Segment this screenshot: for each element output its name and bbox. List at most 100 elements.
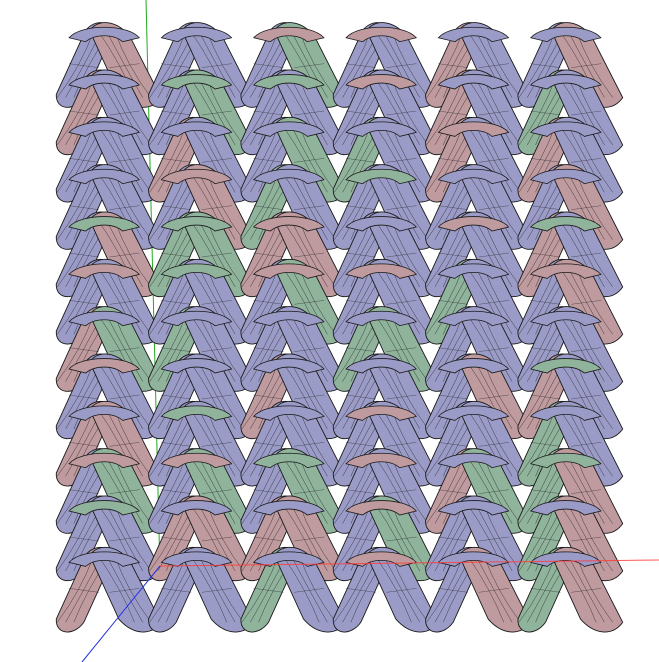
knit-stitch bbox=[425, 400, 531, 487]
stitch-loop bbox=[160, 168, 233, 185]
stitch-loop bbox=[68, 405, 140, 421]
stitch-loop bbox=[160, 74, 233, 90]
stitch-loop bbox=[160, 551, 233, 567]
stitch-loop bbox=[530, 500, 602, 516]
knit-stitch bbox=[148, 211, 254, 298]
stitch-loop bbox=[160, 358, 233, 374]
stitch-loop bbox=[253, 405, 325, 421]
stitch-loop bbox=[437, 121, 510, 137]
stitch-loop bbox=[345, 121, 417, 137]
knit-stitch bbox=[148, 116, 254, 203]
stitch-loop bbox=[68, 121, 140, 137]
stitch-loop bbox=[437, 26, 510, 43]
stitch-loop bbox=[437, 263, 510, 279]
stitch-loop bbox=[437, 168, 510, 185]
stitch-loop bbox=[530, 168, 602, 185]
stitch-loop bbox=[68, 500, 140, 516]
knit-stitch bbox=[148, 69, 254, 156]
stitch-loop bbox=[160, 500, 233, 516]
knit-stitch bbox=[332, 353, 439, 440]
stitch-loop bbox=[160, 263, 233, 279]
stitch-loop bbox=[345, 26, 417, 43]
xz-axis-lines bbox=[81, 559, 659, 662]
stitch-loop bbox=[253, 26, 325, 43]
knit-stitch bbox=[55, 448, 162, 534]
knit-stitch bbox=[55, 306, 162, 392]
z-axis bbox=[81, 565, 161, 662]
knit-stitch bbox=[517, 258, 624, 345]
knit-stitch bbox=[425, 69, 531, 156]
stitch-loop bbox=[530, 405, 602, 421]
knit-stitch bbox=[240, 116, 347, 203]
knit-stitch bbox=[55, 400, 162, 487]
stitch-loop bbox=[437, 216, 510, 232]
stitch-loop bbox=[437, 452, 510, 469]
knit-stitch bbox=[332, 306, 439, 392]
stitch-loop bbox=[253, 551, 325, 567]
stitch-loop bbox=[345, 500, 417, 516]
knit-stitch bbox=[332, 258, 439, 345]
knit-stitch bbox=[240, 353, 347, 440]
stitch-loop bbox=[530, 74, 602, 90]
stitch-loop bbox=[68, 74, 140, 90]
knit-stitch bbox=[425, 306, 531, 392]
stitch-loop bbox=[437, 310, 510, 327]
stitch-loop bbox=[530, 551, 602, 567]
stitch-loop bbox=[530, 358, 602, 374]
stitch-loop bbox=[68, 310, 140, 327]
knit-stitch bbox=[425, 495, 531, 582]
x-axis bbox=[159, 559, 659, 567]
stitch-loop bbox=[345, 263, 417, 279]
knit-stitch bbox=[517, 116, 624, 203]
stitch-loop bbox=[68, 216, 140, 232]
stitch-loop bbox=[345, 405, 417, 421]
knit-stitch bbox=[517, 495, 624, 582]
knit-stitch bbox=[332, 495, 439, 582]
stitch-loop bbox=[530, 216, 602, 232]
stitch-loop bbox=[530, 263, 602, 279]
knit-stitch bbox=[332, 546, 439, 633]
stitch-loop bbox=[345, 168, 417, 185]
knit-stitch bbox=[55, 353, 162, 440]
stitch-loop bbox=[160, 452, 233, 469]
knit-stitch bbox=[148, 546, 254, 633]
stitch-loop bbox=[530, 310, 602, 327]
stitch-loop bbox=[253, 74, 325, 90]
knit-stitch bbox=[240, 400, 347, 487]
knit-stitch bbox=[425, 258, 531, 345]
stitch-loop bbox=[253, 452, 325, 469]
stitch-loop bbox=[345, 310, 417, 327]
stitch-loop bbox=[253, 121, 325, 137]
knit-stitch bbox=[240, 258, 347, 345]
knit-stitch bbox=[517, 69, 624, 156]
knit-stitch bbox=[240, 164, 347, 250]
knit-stitch bbox=[332, 400, 439, 487]
knit-stitch bbox=[425, 546, 531, 633]
knit-stitch bbox=[332, 22, 439, 108]
stitch-loop bbox=[68, 168, 140, 185]
knit-stitch bbox=[148, 495, 254, 582]
stitch-loop bbox=[530, 26, 602, 43]
knit-stitch bbox=[517, 353, 624, 440]
stitch-loop bbox=[345, 74, 417, 90]
knit-stitch bbox=[55, 258, 162, 345]
stitch-loop bbox=[68, 551, 140, 567]
knit-stitch bbox=[517, 448, 624, 534]
knit-stitch bbox=[425, 211, 531, 298]
stitch-loop bbox=[253, 216, 325, 232]
stitch-loop bbox=[253, 310, 325, 327]
stitch-loop bbox=[253, 168, 325, 185]
knit-stitch bbox=[55, 211, 162, 298]
stitch-loop bbox=[530, 121, 602, 137]
stitch-loop bbox=[68, 26, 140, 43]
stitch-loop bbox=[68, 263, 140, 279]
stitch-loop bbox=[253, 358, 325, 374]
knit-stitch bbox=[240, 69, 347, 156]
stitch-loop bbox=[68, 452, 140, 469]
knit-stitch bbox=[55, 116, 162, 203]
knit-stitch bbox=[517, 164, 624, 250]
knit-stitch bbox=[240, 546, 347, 633]
knit-stitch bbox=[240, 495, 347, 582]
